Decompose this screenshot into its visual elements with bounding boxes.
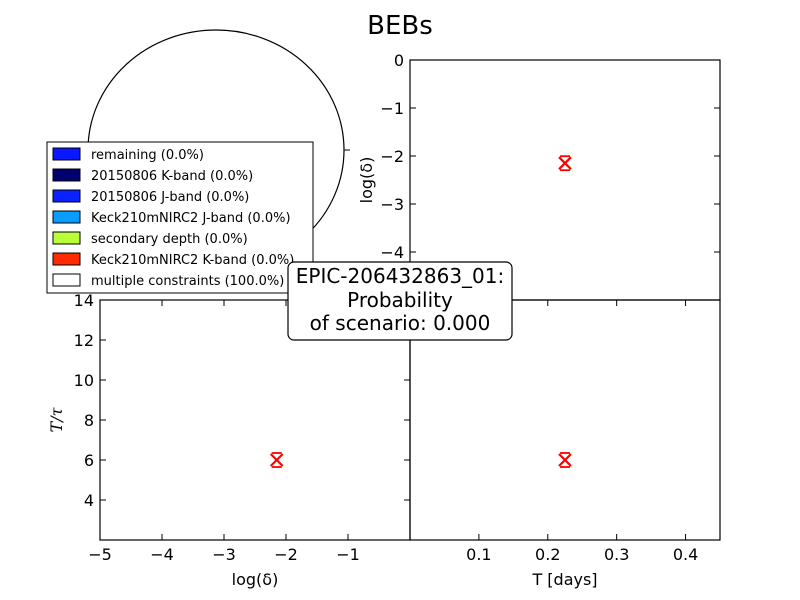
annotation-box (287, 261, 513, 341)
y-tick-label: 0 (394, 51, 404, 70)
x-tick-label: 0.2 (535, 545, 560, 564)
legend-frame (46, 141, 314, 294)
legend-swatch (52, 252, 81, 266)
legend-swatch (52, 273, 81, 287)
x-tick-label: 0.1 (466, 545, 491, 564)
y-tick-label: 12 (74, 331, 94, 350)
panel-top-right: 0 −1 −2 −3 −4 log(δ) (357, 51, 721, 301)
x-tick-label: −5 (88, 545, 112, 564)
point-cross (269, 453, 284, 467)
x-tick-label: 0.4 (673, 545, 698, 564)
legend-swatch (52, 147, 81, 161)
point-cross (558, 156, 572, 170)
y-tick-label: −4 (380, 243, 404, 262)
legend-label: multiple constraints (100.0%) (91, 274, 284, 289)
y-tick-label: 6 (84, 451, 94, 470)
legend-swatch (52, 168, 81, 182)
y-tick-label: 14 (74, 291, 94, 310)
point-cross (558, 453, 572, 467)
y-tick-label: −2 (380, 147, 404, 166)
data-point (558, 452, 572, 468)
legend-label: Keck210mNIRC2 K-band (0.0%) (91, 253, 294, 268)
x-tick-label: 0.3 (604, 545, 629, 564)
y-axis-label: T/τ (47, 406, 66, 432)
y-tick-label: −3 (380, 195, 404, 214)
legend-label: 20150806 K-band (0.0%) (91, 169, 253, 184)
legend-label: 20150806 J-band (0.0%) (91, 190, 249, 205)
panel-bottom-right: 0.1 0.2 0.3 0.4 T [days] (409, 299, 721, 589)
x-axis-label: T [days] (531, 570, 597, 589)
y-tick-label: 4 (84, 491, 94, 510)
pie-legend: remaining (0.0%) 20150806 K-band (0.0%) 20… (46, 141, 314, 294)
y-axis-label: log(δ) (357, 157, 376, 204)
legend-swatch (52, 210, 81, 224)
y-tick-label: 8 (84, 411, 94, 430)
panel-frame (409, 299, 721, 541)
y-tick-label: 10 (74, 371, 94, 390)
legend-label: remaining (0.0%) (91, 148, 204, 163)
data-point (269, 452, 284, 468)
annotation-line-3: of scenario: 0.000 (310, 311, 491, 335)
legend-label: secondary depth (0.0%) (91, 232, 248, 247)
y-tick-label: −1 (380, 99, 404, 118)
x-tick-label: −1 (336, 545, 360, 564)
data-point (558, 155, 572, 172)
legend-swatch (52, 189, 81, 203)
legend-label: Keck210mNIRC2 J-band (0.0%) (91, 211, 291, 226)
x-axis-label: log(δ) (232, 570, 279, 589)
panel-bottom-left: −5 −4 −3 −2 −1 4 6 8 10 12 14 log(δ) T/τ (47, 291, 411, 589)
annotation-line-1: EPIC-206432863_01: (296, 264, 505, 288)
probability-annotation: EPIC-206432863_01: Probability of scenar… (287, 261, 513, 341)
annotation-line-2: Probability (347, 288, 453, 312)
x-tick-label: −4 (150, 545, 174, 564)
legend-swatch (52, 231, 81, 245)
x-tick-label: −3 (212, 545, 236, 564)
x-tick-label: −2 (274, 545, 298, 564)
figure-title: BEBs (367, 11, 433, 41)
